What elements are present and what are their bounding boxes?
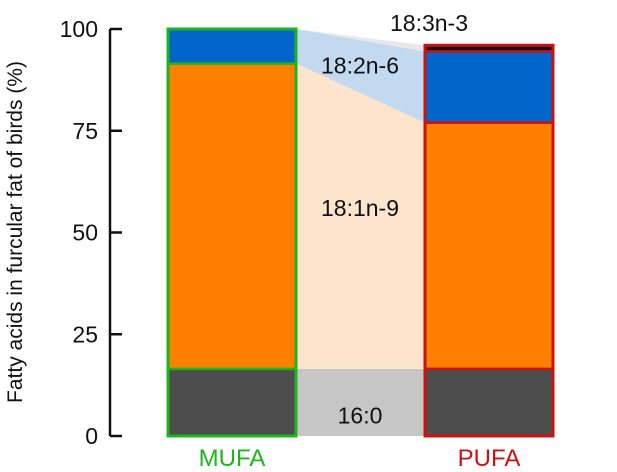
y-tick-label: 100: [60, 16, 98, 42]
y-tick-label: 0: [85, 423, 98, 449]
y-tick-label: 75: [72, 118, 98, 144]
bar-segment-pufa-18-2n-6: [423, 50, 555, 124]
y-axis: 0 25 50 75 100: [60, 16, 122, 449]
band-18-1n-9: [296, 63, 425, 369]
category-labels: MUFA PUFA: [199, 445, 521, 472]
y-tick-label: 25: [72, 321, 98, 347]
connector-bands: [296, 29, 425, 436]
bar-outline-pufa: [423, 43, 555, 438]
bar-segment-pufa-16-0: [423, 367, 555, 438]
series-label: 18:3n-3: [390, 10, 468, 36]
bar-segment-mufa-16-0: [166, 367, 298, 438]
series-label: 18:2n-6: [321, 53, 399, 79]
bar-segment-pufa-18-1n-9: [423, 121, 555, 371]
band-16-0: [296, 368, 425, 436]
bars: [166, 27, 555, 438]
bar-outline-mufa: [166, 27, 298, 438]
band-18-2n-6: [296, 29, 425, 123]
y-tick-label: 50: [72, 220, 98, 246]
bar-outlines: [166, 27, 555, 438]
series-labels: 16:0 18:1n-9 18:2n-6 18:3n-3: [321, 10, 468, 429]
bar-segment-mufa-18-1n-9: [166, 62, 298, 371]
series-label: 18:1n-9: [321, 195, 399, 221]
category-label-pufa: PUFA: [458, 445, 521, 472]
band-18-3n-3: [296, 29, 425, 52]
bar-segment-mufa-18-2n-6: [166, 27, 298, 65]
category-label-mufa: MUFA: [199, 445, 266, 472]
series-label: 16:0: [338, 403, 383, 429]
y-axis-label: Fatty acids in furcular fat of birds (%): [4, 61, 27, 403]
